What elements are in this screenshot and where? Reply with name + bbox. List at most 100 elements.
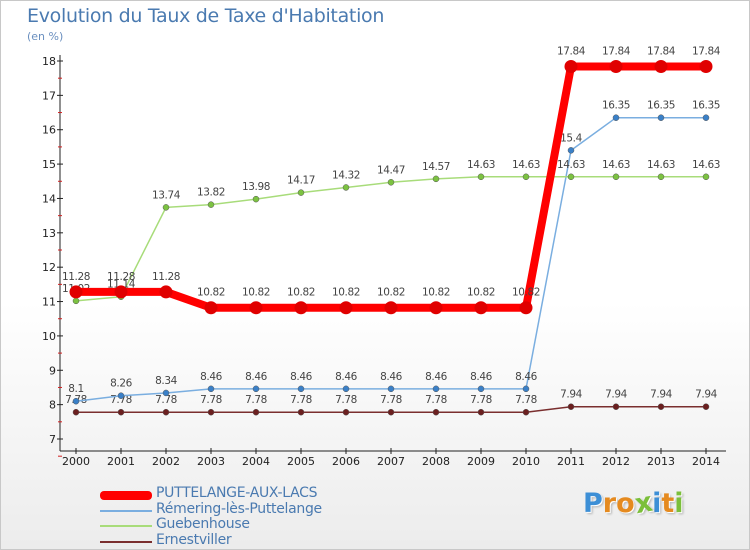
data-point xyxy=(117,392,125,399)
y-tick-label: 18 xyxy=(42,55,56,68)
data-label: 11.28 xyxy=(152,271,180,283)
data-label: 7.78 xyxy=(335,394,357,406)
series-ernestviller: 7.78 7.78 7.78 7.78 7.78 7.78 7.78 7.78 7.78 7.78… xyxy=(65,389,718,416)
data-label: 7.78 xyxy=(425,394,447,406)
data-label: 7.78 xyxy=(290,394,312,406)
data-label: 8.34 xyxy=(155,375,177,387)
data-label: 8.46 xyxy=(470,371,492,383)
data-point xyxy=(612,403,620,410)
data-point xyxy=(252,195,260,203)
data-point xyxy=(297,189,305,196)
x-tick-label: 2012 xyxy=(602,455,630,468)
data-point xyxy=(477,173,485,181)
x-tick-label: 2001 xyxy=(107,455,135,468)
y-tick-label: 13 xyxy=(42,227,56,240)
data-label: 10.82 xyxy=(422,287,450,299)
data-point xyxy=(117,408,125,416)
data-point xyxy=(432,175,440,183)
x-tick-label: 2009 xyxy=(467,455,495,468)
data-label: 14.63 xyxy=(467,159,495,171)
data-point xyxy=(207,385,215,393)
data-label: 10.82 xyxy=(287,287,315,299)
data-label: 8.46 xyxy=(425,371,447,383)
legend-swatch xyxy=(100,509,152,512)
data-label: 10.82 xyxy=(242,287,270,299)
data-point xyxy=(387,179,395,186)
data-label: 10.82 xyxy=(377,287,405,299)
data-point xyxy=(612,173,620,181)
data-point xyxy=(297,385,305,393)
x-tick-label: 2000 xyxy=(62,455,90,468)
y-tick-label: 9 xyxy=(49,364,56,377)
data-label: 7.78 xyxy=(515,394,537,406)
unit-label: (en %) xyxy=(27,30,64,43)
legend-label: PUTTELANGE-AUX-LACS xyxy=(156,485,318,501)
x-tick-label: 2007 xyxy=(377,455,405,468)
data-point xyxy=(387,408,395,416)
x-tick-label: 2010 xyxy=(512,455,540,468)
data-point xyxy=(387,385,395,393)
data-label: 8.46 xyxy=(245,371,267,383)
data-point xyxy=(294,301,308,315)
data-point xyxy=(162,204,170,211)
data-label: 14.63 xyxy=(602,159,630,171)
data-label: 17.84 xyxy=(692,45,721,57)
x-tick-label: 2011 xyxy=(557,455,585,468)
data-label: 7.78 xyxy=(245,394,267,406)
data-label: 11.14 xyxy=(107,279,136,291)
data-point xyxy=(612,114,620,121)
data-point xyxy=(249,301,263,315)
data-label: 17.84 xyxy=(647,45,676,57)
legend-swatch xyxy=(100,525,152,527)
data-label: 7.78 xyxy=(380,394,402,406)
data-label: 8.46 xyxy=(335,371,357,383)
data-point xyxy=(702,403,710,410)
data-label: 14.47 xyxy=(377,164,405,176)
data-point xyxy=(204,301,218,315)
data-point xyxy=(72,408,80,416)
data-point xyxy=(522,385,530,393)
data-label: 14.63 xyxy=(647,159,675,171)
data-label: 7.94 xyxy=(650,389,672,401)
data-point xyxy=(297,408,305,416)
data-point xyxy=(252,408,260,416)
data-label: 7.94 xyxy=(695,389,717,401)
y-tick-label: 12 xyxy=(42,261,56,274)
data-point xyxy=(384,301,398,315)
data-point xyxy=(657,173,665,181)
legend-label: Guebenhouse xyxy=(156,516,250,532)
x-tick-label: 2014 xyxy=(692,455,720,468)
data-label: 7.78 xyxy=(470,394,492,406)
data-label: 10.82 xyxy=(332,287,360,299)
data-point xyxy=(567,147,575,154)
x-tick-label: 2002 xyxy=(152,455,180,468)
x-tick-label: 2006 xyxy=(332,455,360,468)
data-point xyxy=(162,408,170,416)
data-point xyxy=(657,403,665,410)
data-point xyxy=(654,59,668,73)
data-label: 13.74 xyxy=(152,189,181,201)
data-label: 11.28 xyxy=(62,271,90,283)
data-point xyxy=(69,285,83,299)
data-point xyxy=(432,385,440,393)
y-tick-label: 16 xyxy=(42,124,56,137)
y-tick-label: 15 xyxy=(42,158,56,171)
series-r-mering-l-s-puttelange: 8.1 8.26 8.34 8.46 8.46 8.46 8.46 8.46 8.46 8.46 8… xyxy=(68,100,720,405)
data-point xyxy=(657,114,665,121)
data-label: 10.82 xyxy=(197,287,225,299)
x-tick-label: 2005 xyxy=(287,455,315,468)
y-tick-label: 8 xyxy=(49,399,56,412)
x-tick-label: 2008 xyxy=(422,455,450,468)
data-point xyxy=(609,59,623,73)
series-guebenhouse: 11.0211.1413.7413.8213.9814.1714.3214.47… xyxy=(62,159,720,305)
data-label: 14.63 xyxy=(692,159,720,171)
data-label: 16.35 xyxy=(647,100,675,112)
y-tick-label: 10 xyxy=(42,330,56,343)
data-point xyxy=(207,408,215,416)
data-point xyxy=(519,301,533,315)
y-tick-label: 11 xyxy=(42,296,56,309)
data-label: 7.94 xyxy=(605,389,627,401)
data-point xyxy=(477,385,485,393)
legend-label: Rémering-lès-Puttelange xyxy=(156,500,322,517)
